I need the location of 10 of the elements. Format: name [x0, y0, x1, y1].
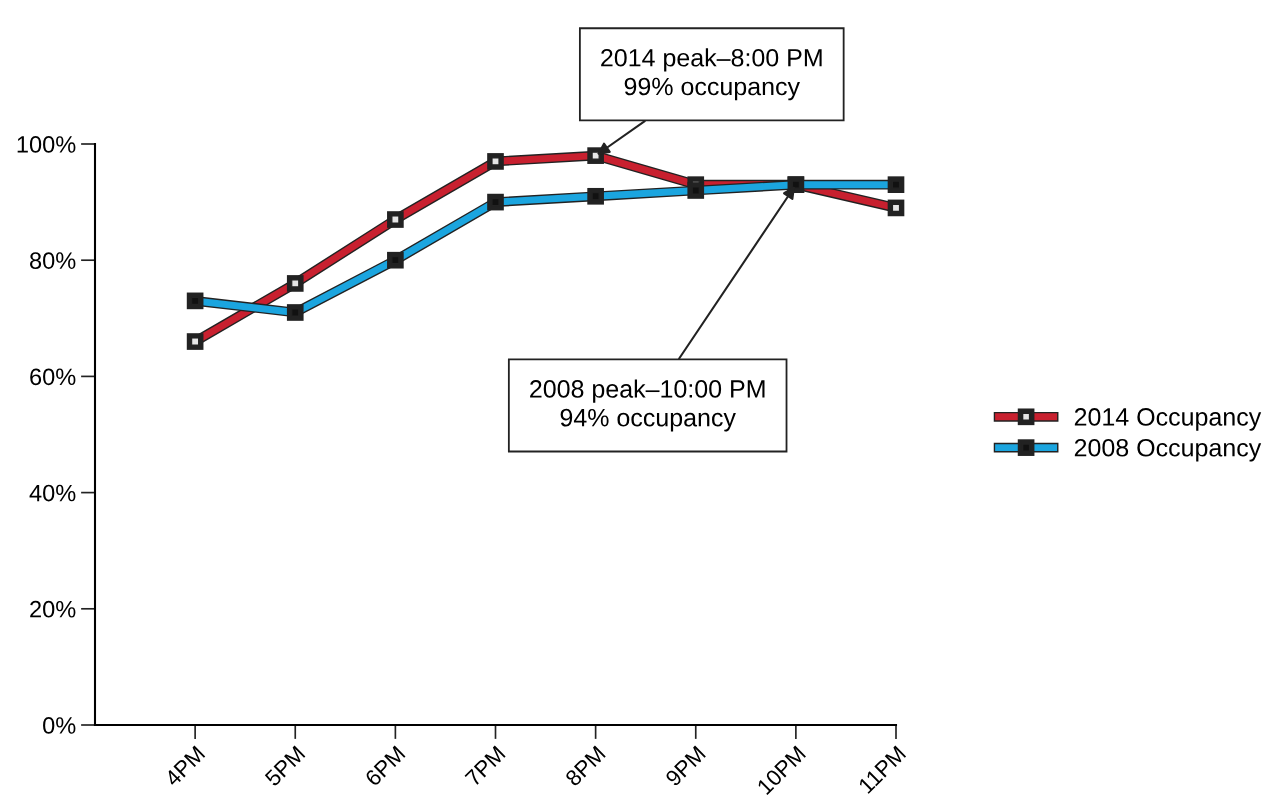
- y-tick-label: 60%: [30, 368, 76, 386]
- y-tick-label: 0%: [43, 717, 76, 734]
- annotation: 2008 peak–10:00 PM 94% occupancy: [530, 379, 765, 432]
- annotation: 2014 peak–8:00 PM 99% occupancy: [601, 48, 822, 101]
- y-tick-label: 20%: [30, 600, 76, 618]
- legend-label: 2008 Occupancy: [1074, 438, 1262, 462]
- y-tick-label: 100%: [17, 136, 76, 153]
- legend-label: 2014 Occupancy: [1074, 408, 1262, 431]
- y-tick-label: 80%: [30, 252, 76, 269]
- y-tick-label: 40%: [29, 484, 76, 502]
